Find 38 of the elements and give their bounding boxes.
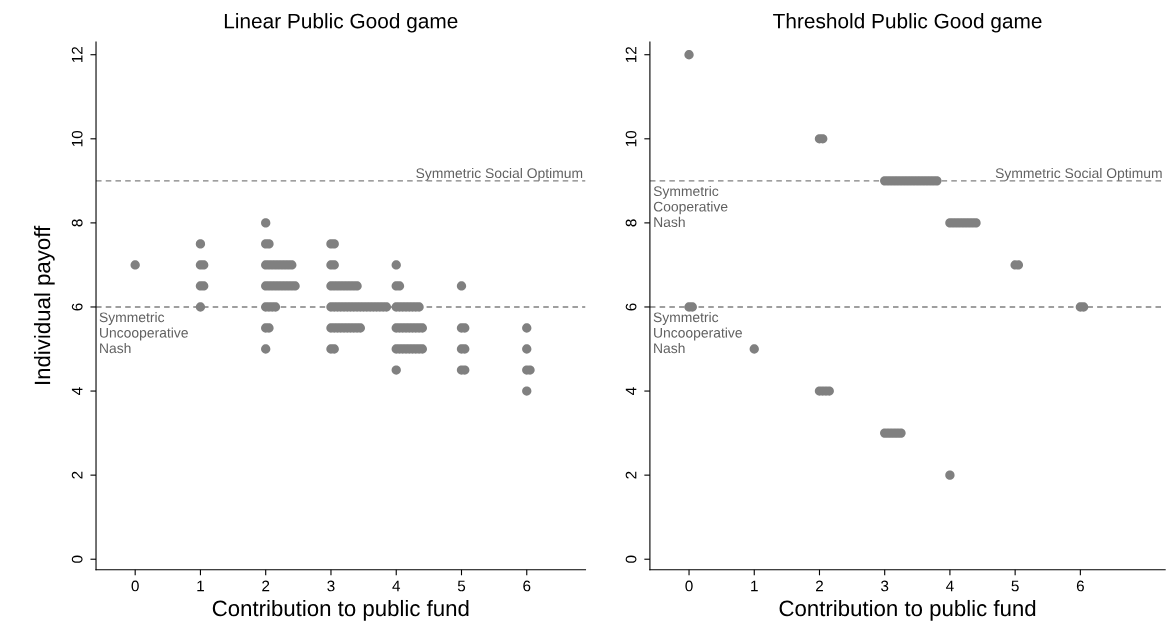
x-tick-label: 0	[131, 580, 139, 592]
ref-line-label: Symmetric Uncooperative Nash	[653, 312, 742, 354]
y-tick-label: 12	[625, 46, 637, 63]
y-tick-label: 6	[71, 303, 83, 311]
annotation: Symmetric Cooperative Nash	[653, 185, 728, 228]
x-tick-label: 1	[197, 580, 204, 592]
x-axis-title: Contribution to public fund	[779, 599, 1036, 621]
y-tick-label: 8	[71, 219, 83, 227]
y-tick-label: 4	[625, 387, 637, 395]
x-tick-label: 0	[685, 580, 693, 592]
y-tick-label: 4	[71, 387, 83, 395]
y-tick-label: 12	[71, 46, 83, 63]
x-tick-label: 1	[751, 580, 758, 592]
ref-line-label: Symmetric Uncooperative Nash	[99, 312, 188, 354]
x-tick-label: 4	[392, 580, 401, 592]
x-axis-title: Contribution to public fund	[212, 599, 469, 621]
x-tick-label: 2	[262, 580, 270, 592]
x-tick-label: 6	[523, 580, 531, 592]
x-tick-label: 2	[816, 580, 823, 592]
y-tick-label: 2	[625, 471, 637, 479]
y-tick-label: 6	[625, 303, 637, 311]
y-tick-label: 8	[625, 219, 637, 227]
y-tick-label: 10	[625, 130, 637, 147]
x-tick-label: 4	[946, 580, 954, 592]
ref-line-label: Symmetric Social Optimum	[416, 167, 583, 181]
y-axis-title: Individual payoff	[33, 225, 55, 384]
y-tick-label: 0	[71, 555, 83, 563]
ref-line-label: Symmetric Social Optimum	[995, 167, 1162, 181]
y-tick-label: 10	[71, 130, 83, 147]
x-tick-label: 3	[327, 580, 335, 592]
x-tick-label: 6	[1076, 580, 1084, 592]
chart-title: Linear Public Good game	[224, 13, 458, 33]
x-tick-label: 5	[457, 580, 466, 592]
x-tick-label: 5	[1011, 580, 1019, 592]
y-tick-label: 2	[71, 471, 83, 479]
x-tick-label: 3	[881, 580, 889, 592]
y-tick-label: 0	[625, 555, 637, 563]
chart-title: Threshold Public Good game	[773, 13, 1042, 33]
